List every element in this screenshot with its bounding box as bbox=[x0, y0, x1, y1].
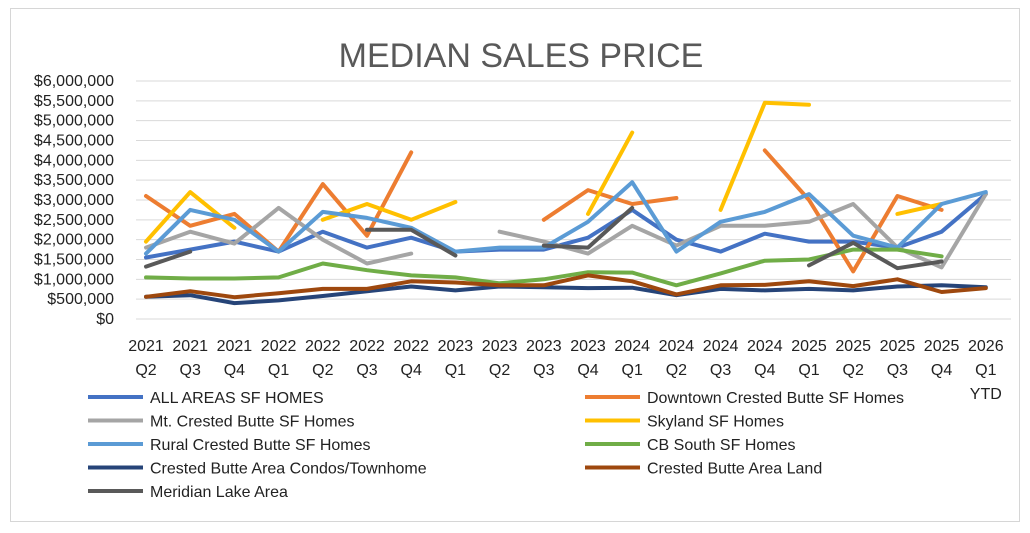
x-tick-year: 2024 bbox=[614, 338, 650, 355]
x-tick-quarter: Q4 bbox=[931, 362, 952, 379]
x-tick-quarter: Q4 bbox=[224, 362, 245, 379]
x-tick-quarter: Q1 bbox=[268, 362, 289, 379]
legend: ALL AREAS SF HOMES Downtown Crested Butte… bbox=[88, 390, 904, 501]
y-tick-label: $4,500,000 bbox=[34, 133, 114, 150]
legend-label: Downtown Crested Butte SF Homes bbox=[647, 390, 904, 407]
x-tick-year: 2022 bbox=[349, 338, 385, 355]
series-line bbox=[144, 247, 944, 288]
series-lines bbox=[144, 100, 988, 306]
x-tick-quarter: Q1 bbox=[445, 362, 466, 379]
series-line bbox=[718, 100, 811, 212]
x-tick-quarter: Q2 bbox=[135, 362, 156, 379]
x-axis: 2021 Q2 2021 Q3 2021 Q4 2022 Q1 2022 Q2 2022 Q3 2022… bbox=[128, 338, 1003, 403]
x-tick-year: 2025 bbox=[791, 338, 827, 355]
x-tick-year: 2021 bbox=[172, 338, 208, 355]
legend-label: Mt. Crested Butte SF Homes bbox=[150, 414, 355, 431]
series-line bbox=[365, 227, 458, 258]
x-tick-quarter: Q3 bbox=[710, 362, 731, 379]
x-tick-quarter: Q1 bbox=[798, 362, 819, 379]
series-line bbox=[144, 180, 988, 256]
x-tick-quarter: Q3 bbox=[533, 362, 554, 379]
legend-label: ALL AREAS SF HOMES bbox=[150, 390, 324, 407]
x-tick-quarter: Q2 bbox=[312, 362, 333, 379]
x-tick-year: 2022 bbox=[393, 338, 429, 355]
y-axis: $0 $500,000 $1,000,000 $1,500,000 $2,000,000… bbox=[34, 73, 114, 328]
y-tick-label: $3,500,000 bbox=[34, 172, 114, 189]
x-tick-year: 2023 bbox=[526, 338, 562, 355]
y-tick-label: $1,500,000 bbox=[34, 252, 114, 269]
y-tick-label: $4,000,000 bbox=[34, 152, 114, 169]
series-line bbox=[586, 130, 635, 216]
x-tick-year: 2025 bbox=[880, 338, 916, 355]
x-tick-year: 2025 bbox=[924, 338, 960, 355]
x-tick-year: 2021 bbox=[217, 338, 253, 355]
y-tick-label: $2,500,000 bbox=[34, 212, 114, 229]
chart-frame: MEDIAN SALES PRICE $0 $500,000 $1,000,000 $… bbox=[10, 8, 1020, 522]
x-tick-year: 2022 bbox=[305, 338, 341, 355]
x-tick-quarter: Q1 bbox=[622, 362, 643, 379]
x-tick-year: 2023 bbox=[570, 338, 606, 355]
series-line bbox=[762, 148, 944, 274]
y-tick-label: $5,500,000 bbox=[34, 93, 114, 110]
y-tick-label: $0 bbox=[96, 311, 114, 328]
x-tick-year: 2023 bbox=[482, 338, 518, 355]
x-tick-quarter: Q2 bbox=[843, 362, 864, 379]
legend-label: CB South SF Homes bbox=[647, 437, 796, 454]
line-chart: MEDIAN SALES PRICE $0$500,000$1,000,000$… bbox=[34, 37, 1011, 501]
x-tick-quarter: Q3 bbox=[180, 362, 201, 379]
series-line bbox=[144, 249, 193, 269]
y-tick-label: $1,000,000 bbox=[34, 271, 114, 288]
x-tick-quarter: Q1 bbox=[975, 362, 996, 379]
y-tick-label: $6,000,000 bbox=[34, 73, 114, 90]
x-tick-year: 2025 bbox=[835, 338, 871, 355]
y-tick-label: $2,000,000 bbox=[34, 232, 114, 249]
x-tick-year: 2024 bbox=[659, 338, 695, 355]
series-line bbox=[895, 202, 944, 216]
series-line bbox=[541, 205, 635, 250]
x-tick-quarter: Q2 bbox=[489, 362, 510, 379]
series-line bbox=[144, 150, 414, 254]
y-tick-label: $500,000 bbox=[47, 291, 114, 308]
legend-label: Skyland SF Homes bbox=[647, 414, 784, 431]
x-tick-year: 2022 bbox=[261, 338, 297, 355]
series-line bbox=[144, 283, 988, 306]
y-tick-label: $3,000,000 bbox=[34, 192, 114, 209]
y-tick-label: $5,000,000 bbox=[34, 113, 114, 130]
x-tick-year: 2026 bbox=[968, 338, 1004, 355]
x-tick-year: 2021 bbox=[128, 338, 164, 355]
x-tick-extra: YTD bbox=[970, 386, 1002, 403]
x-tick-quarter: Q3 bbox=[887, 362, 908, 379]
series-line bbox=[144, 273, 988, 300]
legend-label: Crested Butte Area Land bbox=[647, 461, 822, 478]
legend-label: Rural Crested Butte SF Homes bbox=[150, 437, 371, 454]
x-tick-quarter: Q3 bbox=[356, 362, 377, 379]
legend-label: Meridian Lake Area bbox=[150, 484, 288, 501]
x-tick-quarter: Q4 bbox=[577, 362, 598, 379]
x-tick-year: 2024 bbox=[747, 338, 783, 355]
legend-label: Crested Butte Area Condos/Townhome bbox=[150, 461, 427, 478]
series-line bbox=[807, 240, 944, 271]
x-tick-quarter: Q4 bbox=[754, 362, 775, 379]
series-line bbox=[144, 192, 988, 260]
x-tick-quarter: Q2 bbox=[666, 362, 687, 379]
x-tick-year: 2023 bbox=[438, 338, 474, 355]
series-line bbox=[144, 205, 414, 266]
x-tick-year: 2024 bbox=[703, 338, 739, 355]
series-line bbox=[320, 200, 458, 222]
chart-title: MEDIAN SALES PRICE bbox=[339, 37, 704, 75]
x-tick-quarter: Q4 bbox=[401, 362, 422, 379]
series-line bbox=[541, 188, 679, 222]
